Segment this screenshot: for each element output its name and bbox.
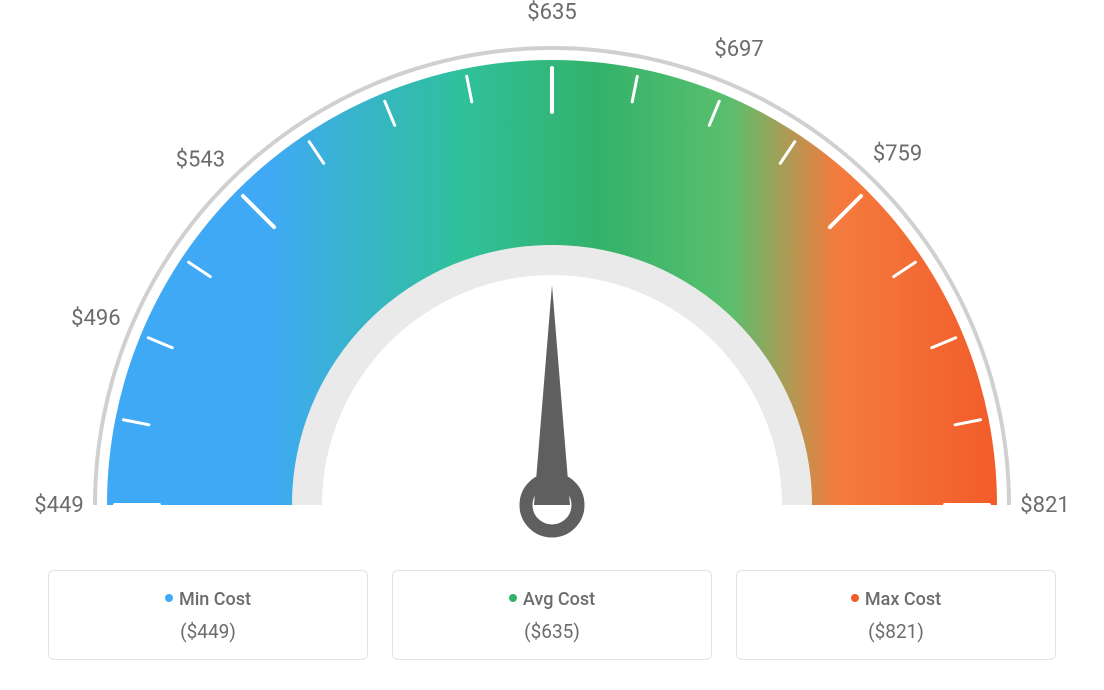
legend-max-value: ($821) [747, 620, 1045, 643]
gauge-svg: $449 $496 $543 $635 $697 $759 $821 [0, 0, 1104, 560]
legend-avg-label: Avg Cost [403, 589, 701, 610]
legend-max-label-text: Max Cost [865, 589, 941, 610]
legend-dot-min [165, 594, 173, 602]
legend-avg-value: ($635) [403, 620, 701, 643]
svg-text:$697: $697 [714, 37, 763, 62]
legend-dot-avg [509, 594, 517, 602]
legend-min-label-text: Min Cost [179, 589, 251, 610]
svg-text:$821: $821 [1020, 493, 1069, 518]
svg-text:$543: $543 [176, 147, 225, 172]
legend-card-min: Min Cost ($449) [48, 570, 368, 660]
legend-max-label: Max Cost [747, 589, 1045, 610]
legend-row: Min Cost ($449) Avg Cost ($635) Max Cost… [0, 570, 1104, 660]
legend-avg-label-text: Avg Cost [523, 589, 595, 610]
svg-text:$635: $635 [527, 0, 576, 25]
svg-text:$449: $449 [34, 493, 83, 518]
legend-card-max: Max Cost ($821) [736, 570, 1056, 660]
legend-min-value: ($449) [59, 620, 357, 643]
legend-card-avg: Avg Cost ($635) [392, 570, 712, 660]
svg-text:$496: $496 [71, 306, 120, 331]
legend-dot-max [851, 594, 859, 602]
svg-text:$759: $759 [873, 141, 922, 166]
legend-min-label: Min Cost [59, 589, 357, 610]
cost-gauge-chart: $449 $496 $543 $635 $697 $759 $821 [0, 0, 1104, 560]
